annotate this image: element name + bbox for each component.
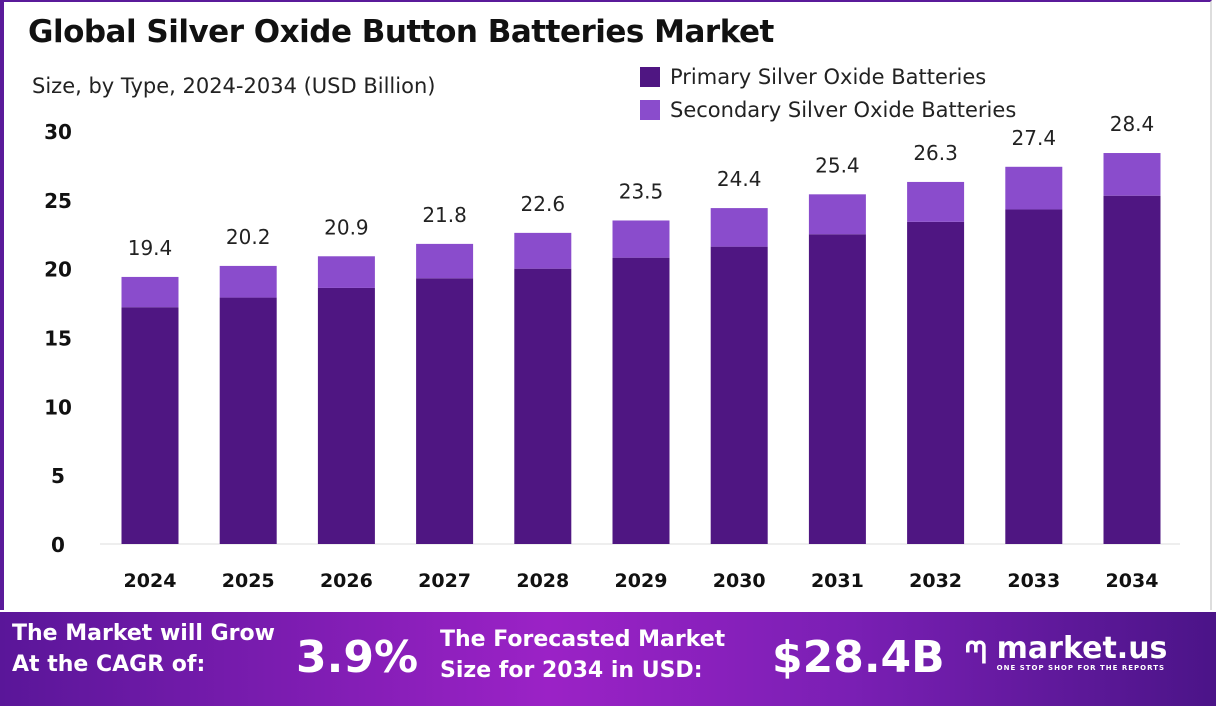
x-tick-label: 2027	[418, 570, 471, 592]
legend-item-primary: Primary Silver Oxide Batteries	[640, 60, 1016, 93]
y-tick-label: 10	[44, 395, 72, 419]
bar-segment-primary	[219, 297, 277, 544]
chart-title: Global Silver Oxide Button Batteries Mar…	[28, 14, 774, 50]
chart-frame	[0, 0, 1212, 610]
bar-segment-secondary	[514, 232, 572, 269]
bar-segment-primary	[416, 278, 474, 544]
data-label: 23.5	[619, 179, 664, 203]
logo-name: market.us	[996, 631, 1168, 666]
x-tick-label: 2024	[124, 570, 177, 592]
forecast-label: The Forecasted Market Size for 2034 in U…	[440, 624, 725, 686]
x-tick-label: 2031	[811, 570, 864, 592]
legend-label-primary: Primary Silver Oxide Batteries	[670, 64, 987, 89]
y-tick-label: 0	[51, 533, 65, 557]
data-label: 24.4	[717, 167, 762, 191]
bar-segment-secondary	[416, 243, 474, 279]
legend-swatch-secondary	[640, 99, 660, 120]
x-tick-label: 2028	[516, 570, 569, 592]
data-label: 20.9	[324, 215, 369, 239]
forecast-label-line1: The Forecasted Market	[440, 627, 726, 652]
bar-segment-secondary	[121, 276, 179, 308]
x-tick-label: 2029	[615, 570, 668, 592]
bar-chart: 05101520253019.4202420.2202520.9202621.8…	[44, 112, 1180, 592]
chart-subtitle: Size, by Type, 2024-2034 (USD Billion)	[32, 74, 436, 98]
x-tick-label: 2025	[222, 570, 275, 592]
bar-segment-primary	[907, 221, 965, 545]
y-tick-label: 30	[44, 120, 72, 144]
y-tick-label: 20	[44, 258, 72, 282]
x-tick-label: 2030	[713, 570, 766, 592]
bar-segment-secondary	[219, 265, 277, 298]
bar-segment-secondary	[317, 256, 375, 288]
data-label: 25.4	[815, 153, 860, 177]
data-label: 26.3	[913, 141, 958, 165]
bar-segment-primary	[1005, 209, 1063, 544]
data-label: 27.4	[1012, 126, 1057, 150]
market-us-logo: ᘉ market.us ONE STOP SHOP FOR THE REPORT…	[965, 631, 1168, 673]
bar-segment-secondary	[612, 220, 670, 258]
legend-swatch-primary	[640, 66, 660, 87]
bar-segment-secondary	[808, 194, 866, 235]
cagr-label-line1: The Market will Grow	[12, 621, 275, 646]
forecast-value: $28.4B	[772, 632, 945, 683]
bar-segment-primary	[514, 268, 572, 544]
logo-mark-icon: ᘉ	[965, 635, 987, 671]
x-tick-label: 2026	[320, 570, 373, 592]
data-label: 28.4	[1110, 112, 1155, 136]
y-tick-label: 15	[44, 327, 72, 351]
bar-segment-primary	[1103, 195, 1161, 544]
y-tick-label: 25	[44, 189, 72, 213]
legend: Primary Silver Oxide Batteries Secondary…	[640, 60, 1016, 126]
x-tick-label: 2034	[1106, 570, 1159, 592]
data-label: 19.4	[128, 236, 173, 260]
bar-segment-primary	[612, 257, 670, 544]
legend-item-secondary: Secondary Silver Oxide Batteries	[640, 93, 1016, 126]
bar-segment-secondary	[710, 208, 768, 247]
cagr-label: The Market will Grow At the CAGR of:	[12, 618, 275, 680]
data-label: 22.6	[521, 192, 566, 216]
x-tick-label: 2032	[909, 570, 962, 592]
logo-tagline: ONE STOP SHOP FOR THE REPORTS	[996, 664, 1166, 672]
bar-segment-secondary	[1005, 166, 1063, 210]
bar-segment-secondary	[1103, 153, 1161, 196]
data-label: 21.8	[422, 203, 467, 227]
cagr-label-line2: At the CAGR of:	[12, 652, 206, 677]
bar-segment-secondary	[907, 181, 965, 222]
cagr-value: 3.9%	[296, 632, 419, 683]
bar-segment-primary	[317, 287, 375, 544]
summary-banner: The Market will Grow At the CAGR of: 3.9…	[0, 612, 1216, 706]
y-tick-label: 5	[51, 464, 65, 488]
bar-segment-primary	[121, 307, 179, 544]
data-label: 20.2	[226, 225, 271, 249]
x-tick-label: 2033	[1007, 570, 1060, 592]
legend-label-secondary: Secondary Silver Oxide Batteries	[670, 97, 1017, 122]
forecast-label-line2: Size for 2034 in USD:	[440, 658, 703, 683]
bar-segment-primary	[710, 246, 768, 544]
bar-segment-primary	[808, 234, 866, 544]
